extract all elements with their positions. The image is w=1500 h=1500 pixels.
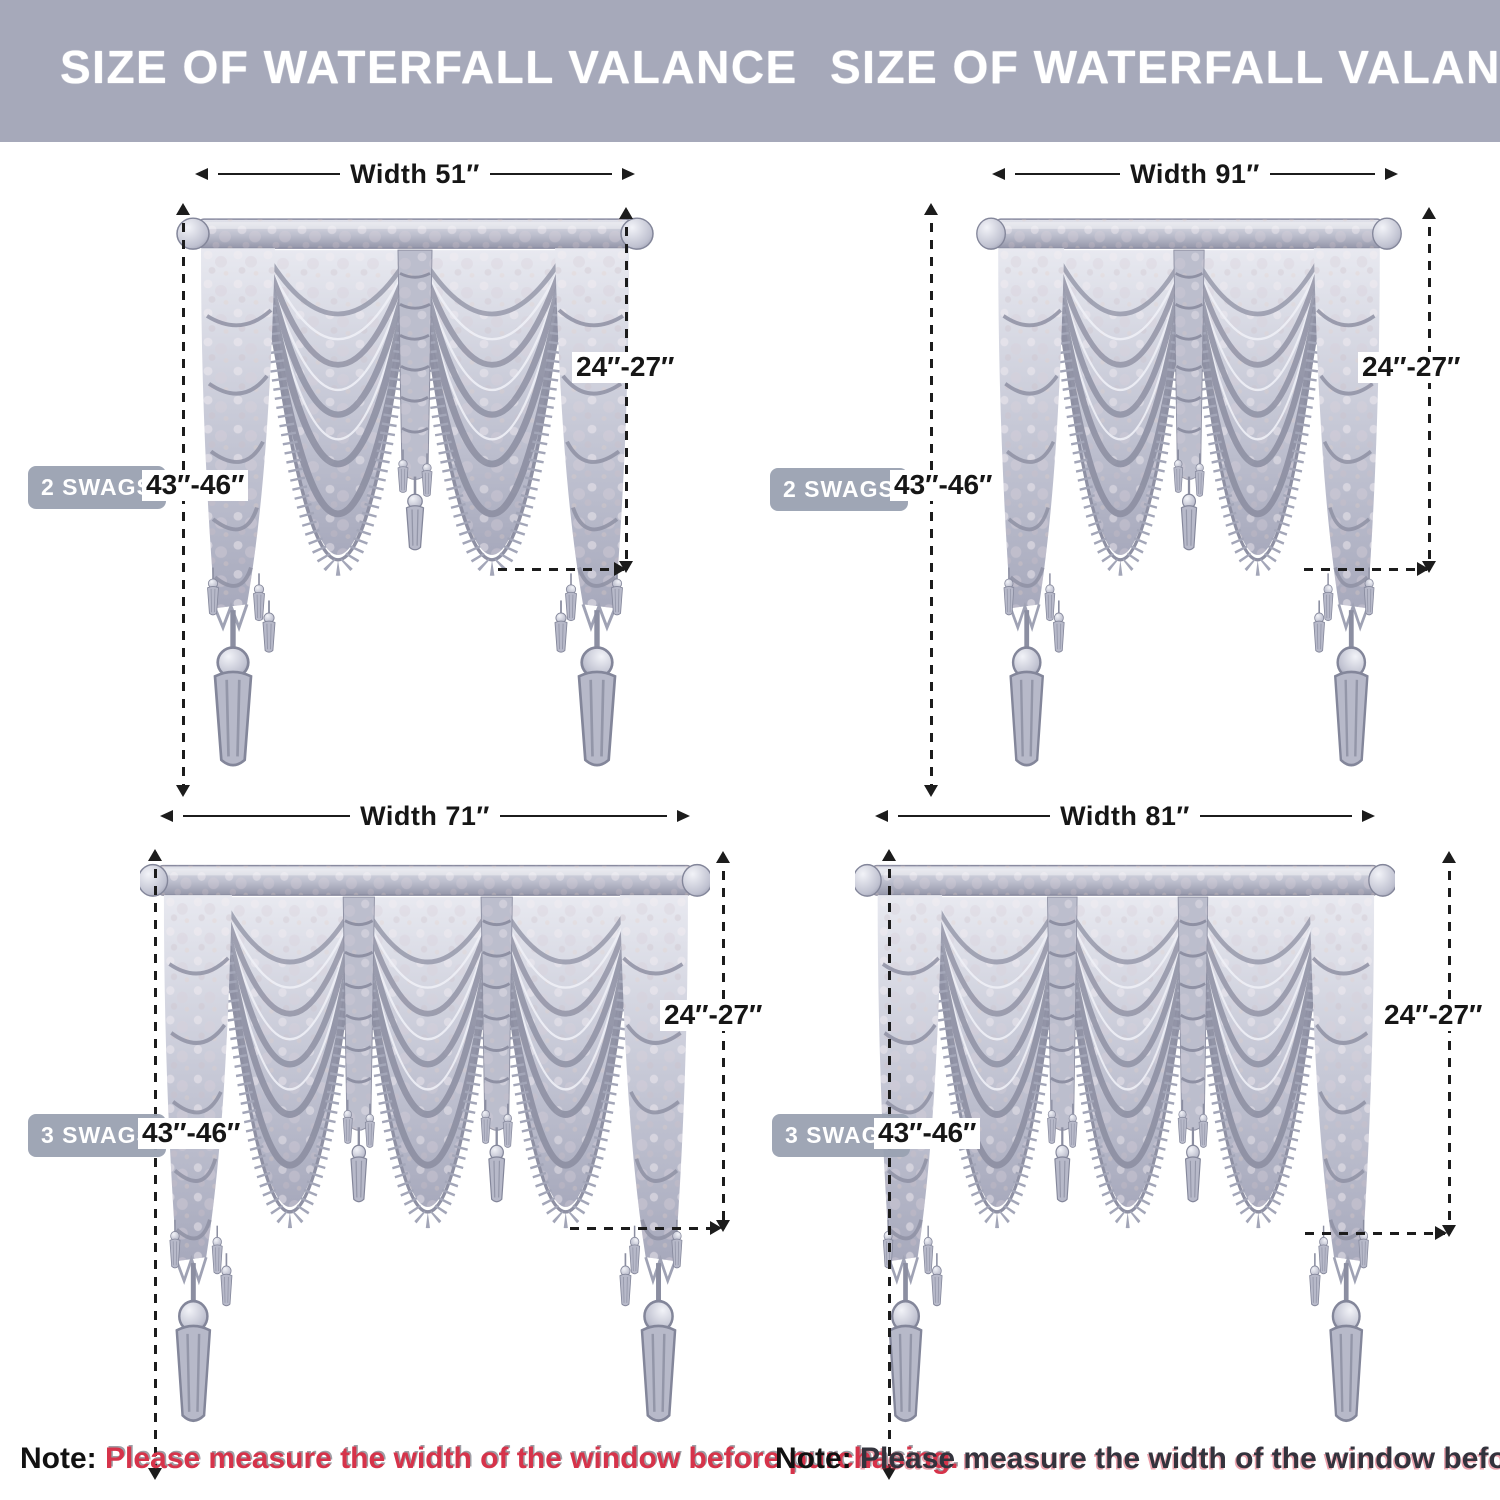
arrow-left-icon [992, 168, 1005, 180]
valance-illustration-2-swags [975, 194, 1403, 794]
swag-count-badge: 2 SWAGS [770, 468, 908, 511]
swag-drop-dimension-line [1442, 851, 1456, 1237]
width-label: Width 51″ [350, 158, 480, 189]
note-prefix: Note: [20, 1442, 97, 1475]
side-height-label: 43″-46″ [874, 1117, 981, 1149]
drop-connector-line [498, 562, 626, 576]
width-dimension: Width 91″ [992, 159, 1399, 189]
side-height-label: 43″-46″ [142, 469, 249, 501]
valance-size-panel-bottom-right: Width 81″ 3 SWAGS 43″-46″ 24″-27″ [770, 792, 1500, 1492]
swag-drop-label: 24″-27″ [660, 999, 767, 1031]
drop-connector-line [570, 1221, 722, 1235]
valance-size-panel-top-left: Width 51″ 2 SWAGS 43″-46″ 24″-27″ [20, 148, 720, 808]
height-dimension-line [882, 849, 896, 1480]
note-body: Please measure the width of the window b… [860, 1442, 1500, 1475]
width-label: Width 71″ [360, 800, 490, 831]
side-height-label: 43″-46″ [138, 1117, 245, 1149]
arrow-right-icon [677, 810, 691, 822]
width-label: Width 91″ [1130, 158, 1260, 189]
arrow-right-icon [1385, 168, 1399, 180]
header-band: SIZE OF WATERFALL VALANCE SIZE OF WATERF… [0, 0, 1500, 142]
drop-connector-line [1304, 562, 1429, 576]
note-left: Note: Please measure the width of the wi… [20, 1442, 959, 1476]
swag-drop-label: 24″-27″ [1358, 351, 1465, 383]
width-label: Width 81″ [1060, 800, 1190, 831]
arrow-left-icon [875, 810, 888, 822]
arrow-right-icon [1362, 810, 1376, 822]
side-height-label: 43″-46″ [890, 469, 997, 501]
width-dimension: Width 51″ [195, 159, 636, 189]
note-body: Please measure the width of the window b… [105, 1442, 959, 1475]
height-dimension-line [148, 849, 162, 1480]
swag-drop-label: 24″-27″ [572, 351, 679, 383]
valance-size-panel-bottom-left: Width 71″ 3 SWAGS 43″-46″ 24″-27″ [10, 792, 770, 1492]
drop-connector-line [1305, 1226, 1447, 1240]
swag-drop-label: 24″-27″ [1380, 999, 1487, 1031]
swag-drop-dimension-line [716, 851, 730, 1232]
arrow-left-icon [160, 810, 173, 822]
arrow-left-icon [195, 168, 208, 180]
valance-size-panel-top-right: Width 91″ 2 SWAGS 43″-46″ 24″-27″ [760, 148, 1500, 808]
page-title-right: SIZE OF WATERFALL VALANCE [830, 41, 1500, 93]
width-dimension: Width 81″ [875, 801, 1376, 831]
note-right: Note: Please measure the width of the wi… [775, 1442, 1500, 1476]
arrow-right-icon [622, 168, 636, 180]
width-dimension: Width 71″ [160, 801, 691, 831]
page-title-left: SIZE OF WATERFALL VALANCE [60, 41, 798, 93]
swag-drop-dimension-line [619, 207, 633, 573]
note-prefix: Note: [775, 1442, 852, 1475]
swag-drop-dimension-line [1422, 207, 1436, 573]
